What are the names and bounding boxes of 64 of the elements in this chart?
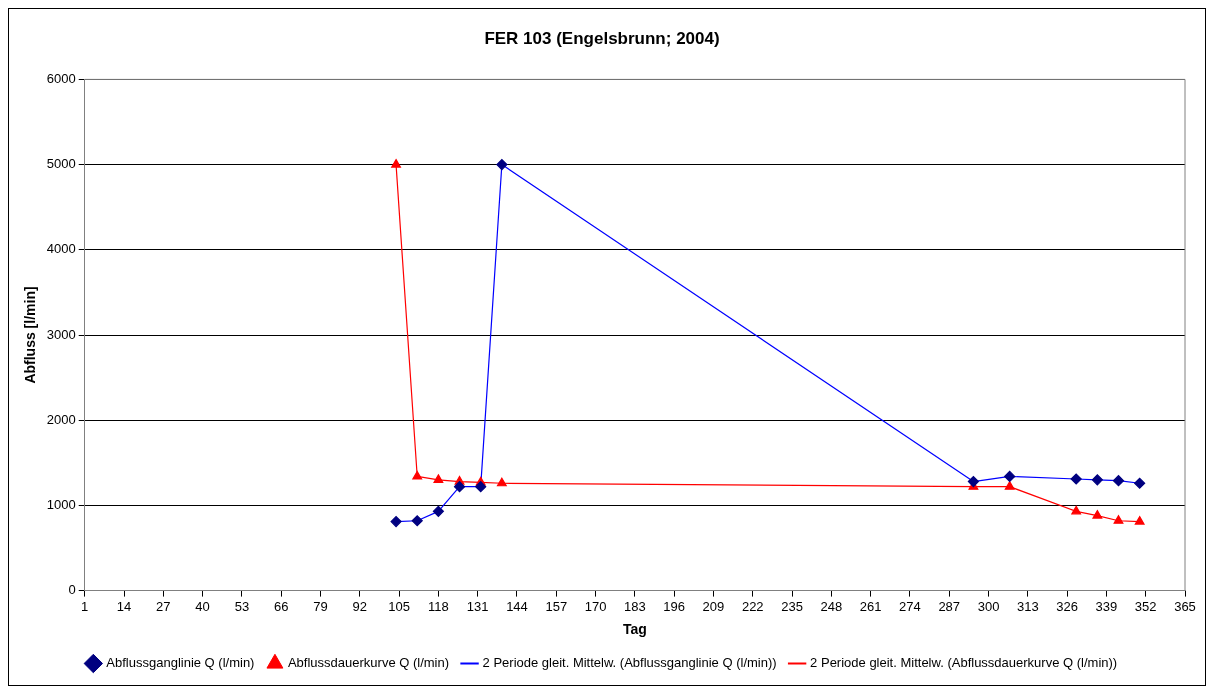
x-tick-label: 274: [899, 598, 921, 614]
point: [391, 159, 401, 168]
x-tick-label: 1: [81, 598, 89, 614]
x-tick-label: 183: [624, 598, 646, 614]
point: [432, 505, 444, 517]
x-tick-label: 209: [702, 598, 725, 614]
x-tick-label: 365: [1174, 598, 1196, 614]
point: [1071, 505, 1082, 515]
x-tick-label: 170: [584, 598, 607, 614]
x-tick-label: 131: [466, 598, 489, 614]
point: [453, 481, 466, 493]
point: [1004, 470, 1016, 483]
point: [390, 515, 402, 528]
x-tick-label: 196: [663, 598, 686, 614]
point: [475, 481, 487, 493]
point: [967, 475, 980, 488]
point: [496, 477, 507, 487]
x-tick-label: 118: [428, 598, 449, 614]
legend-label: Abflussdauerkurve Q (l/min): [287, 655, 450, 671]
legend-label: Abflussganglinie Q (l/min): [106, 655, 255, 671]
x-tick-label: 53: [234, 598, 250, 614]
x-tick-label: 222: [741, 598, 764, 614]
point: [1070, 473, 1082, 485]
x-tick-label: 144: [506, 598, 528, 614]
x-tick-label: 92: [352, 598, 368, 614]
legend-label: 2 Periode gleit. Mittelw. (Abflussdauerkurve Q (l/min)): [810, 655, 1118, 671]
x-tick-label: 40: [195, 598, 210, 614]
chart-title: FER 103 (Engelsbrunn; 2004): [484, 28, 720, 48]
point: [411, 515, 423, 527]
y-tick-label: 5000: [46, 156, 76, 172]
x-tick-label: 313: [1016, 598, 1039, 614]
y-tick-label: 4000: [46, 241, 76, 257]
x-tick-label: 14: [116, 598, 132, 614]
x-tick-label: 287: [938, 598, 961, 614]
y-tick-label: 2000: [46, 411, 76, 427]
y-tick-label: 0: [68, 582, 76, 598]
point: [412, 470, 423, 480]
x-tick-label: 352: [1134, 598, 1157, 614]
x-tick-label: 105: [388, 598, 410, 614]
point: [496, 159, 508, 171]
y-axis-title: Abfluss [l/min]: [22, 286, 39, 384]
x-tick-label: 261: [859, 598, 882, 614]
x-tick-label: 326: [1056, 598, 1078, 614]
x-tick-label: 66: [273, 598, 289, 614]
x-tick-label: 339: [1095, 598, 1118, 614]
x-tick-label: 300: [977, 598, 1000, 614]
x-axis-title: Tag: [622, 621, 647, 638]
point: [433, 474, 444, 483]
y-tick-label: 1000: [46, 496, 76, 512]
x-tick-label: 157: [545, 598, 568, 614]
y-tick-label: 6000: [46, 70, 76, 86]
point: [1134, 477, 1146, 489]
point: [1113, 515, 1124, 524]
x-tick-label: 235: [781, 598, 803, 614]
point: [1134, 515, 1145, 525]
x-tick-label: 79: [313, 598, 328, 614]
point: [1004, 481, 1015, 490]
x-tick-label: 248: [820, 598, 843, 614]
x-tick-label: 27: [156, 598, 171, 614]
point: [1092, 510, 1103, 519]
legend-label: 2 Periode gleit. Mittelw. (Abflussganglinie Q (l/min)): [482, 655, 777, 671]
point: [1112, 475, 1125, 487]
point: [1091, 474, 1103, 486]
y-tick-label: 3000: [46, 326, 76, 342]
